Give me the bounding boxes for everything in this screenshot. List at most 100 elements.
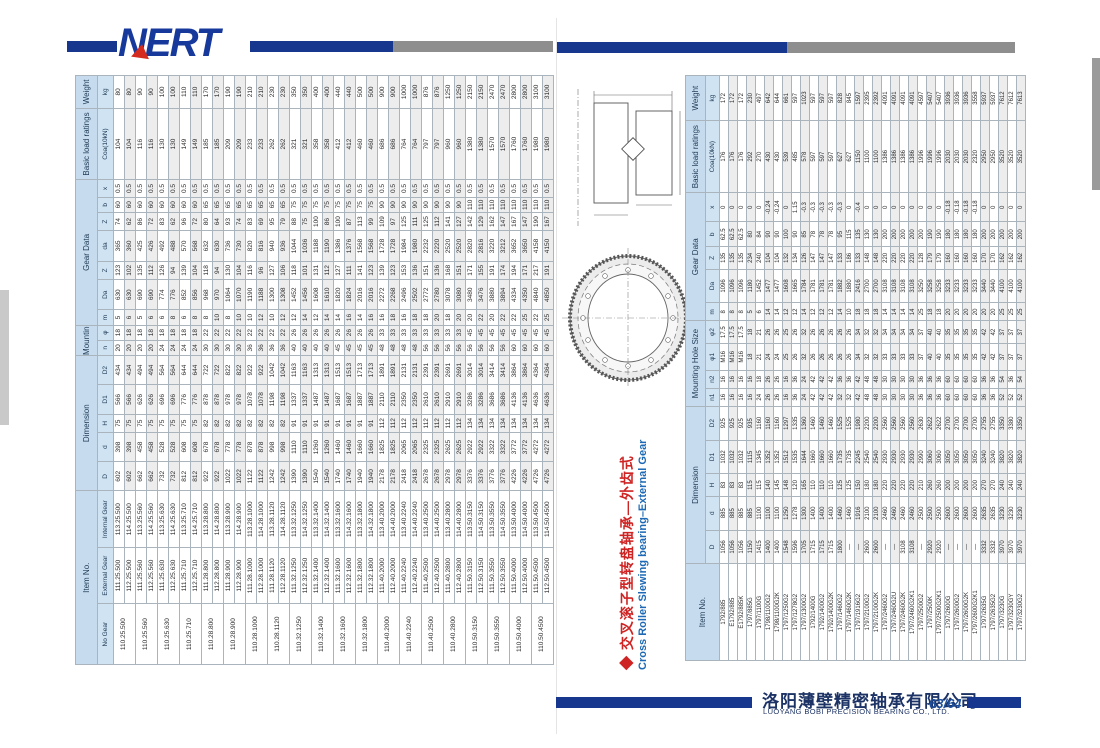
- value-cell: 900: [377, 75, 389, 109]
- value-cell: 14: [764, 302, 774, 321]
- item-no-cell: 114.40.2500: [432, 490, 444, 548]
- value-cell: 0.5: [333, 179, 345, 198]
- value-cell: 3230: [1007, 496, 1017, 531]
- item-no-cell: 112.32.1800: [366, 547, 378, 604]
- company-name-cn: 洛阳薄壁精密轴承有限公司: [762, 692, 978, 711]
- value-cell: 1300: [800, 496, 810, 531]
- item-no-cell: 111.25.500: [113, 547, 125, 604]
- value-cell: 0: [755, 192, 765, 222]
- value-cell: 200: [953, 473, 963, 497]
- value-cell: 162: [1007, 246, 1017, 270]
- value-cell: 925: [737, 406, 747, 441]
- item-no-cell: 114.25.560: [146, 490, 158, 548]
- top-bar-right-gray: [787, 42, 1015, 53]
- column-subheader: b: [97, 197, 114, 213]
- value-cell: 60: [944, 370, 954, 389]
- value-cell: 32: [863, 343, 873, 371]
- value-cell: 26: [773, 320, 783, 344]
- value-cell: 200: [989, 221, 999, 247]
- value-cell: 147: [520, 212, 532, 231]
- value-cell: 0.5: [256, 179, 268, 198]
- value-cell: 597: [818, 75, 828, 121]
- value-cell: 56: [465, 340, 477, 356]
- value-cell: 91: [355, 414, 367, 433]
- value-cell: 2800: [520, 75, 532, 109]
- item-no-cell: 111.50.4000: [509, 547, 521, 604]
- value-cell: 1022: [223, 461, 235, 491]
- value-cell: 1660: [355, 432, 367, 462]
- value-cell: 45: [487, 325, 499, 341]
- value-cell: 1415: [755, 530, 765, 564]
- value-cell: 14: [836, 302, 846, 321]
- value-cell: 3350: [1016, 406, 1026, 441]
- value-cell: 732: [157, 461, 169, 491]
- item-no-cell: 114.32.1400: [322, 490, 334, 548]
- value-cell: 26: [836, 320, 846, 344]
- value-cell: 48: [377, 340, 389, 356]
- value-cell: 3820: [998, 440, 1008, 474]
- value-cell: 497: [755, 75, 765, 121]
- value-cell: 822: [223, 355, 235, 385]
- value-cell: 0.5: [443, 179, 455, 198]
- value-cell: 33: [421, 325, 433, 341]
- column-group-header: Mounting Hole Size: [685, 320, 706, 407]
- value-cell: 690: [135, 279, 147, 310]
- value-cell: 1825: [388, 432, 400, 462]
- item-no-cell: 113.50.3550: [487, 490, 499, 548]
- value-cell: 1460: [836, 496, 846, 531]
- value-cell: 0.5: [300, 179, 312, 198]
- value-cell: 0.5: [179, 179, 191, 198]
- item-no-cell: E1792/885K: [737, 563, 747, 661]
- item-no-cell: 114.25.630: [168, 490, 180, 548]
- column-subheader: Z: [97, 212, 114, 231]
- value-cell: 1390: [300, 461, 312, 491]
- value-cell: 112: [432, 414, 444, 433]
- value-cell: 220: [908, 473, 918, 497]
- value-cell: 56: [432, 340, 444, 356]
- value-cell: 42: [980, 343, 990, 371]
- item-no-cell: 112.28.900: [234, 547, 246, 604]
- value-cell: 36: [256, 340, 268, 356]
- item-no-cell: 110.32.1800: [355, 603, 378, 665]
- value-cell: 130: [168, 108, 180, 180]
- value-cell: 1568: [355, 230, 367, 262]
- value-cell: 1735: [845, 440, 855, 474]
- value-cell: 12: [827, 302, 837, 321]
- value-cell: 20: [980, 302, 990, 321]
- value-cell: 33: [899, 343, 909, 371]
- item-no-cell: 1797/1100G: [755, 563, 765, 661]
- value-cell: 56: [443, 340, 455, 356]
- value-cell: 36: [980, 388, 990, 407]
- value-cell: 1400: [773, 530, 783, 564]
- value-cell: 60: [146, 197, 158, 213]
- value-cell: 45: [355, 340, 367, 356]
- value-cell: 21: [755, 343, 765, 371]
- value-cell: 2325: [432, 432, 444, 462]
- value-cell: 1728: [377, 230, 389, 262]
- table-row: 112.28.1120 114.28.1120 1242 998 82 1198 1042 3…: [278, 75, 290, 665]
- value-cell: 26: [355, 325, 367, 341]
- value-cell: 134: [476, 414, 488, 433]
- value-cell: 36: [845, 370, 855, 389]
- value-cell: 34: [890, 320, 900, 344]
- value-cell: 678: [212, 432, 224, 462]
- value-cell: 32: [800, 320, 810, 344]
- value-cell: 1940: [355, 461, 367, 491]
- value-cell: 608: [179, 432, 191, 462]
- value-cell: 2418: [410, 461, 422, 491]
- value-cell: 1984: [399, 230, 411, 262]
- value-cell: 460: [355, 108, 367, 180]
- value-cell: 24: [157, 340, 169, 356]
- table-row: 1797/3230GY 3970 3230 240 3820 3380 52 36 37 37 25…: [1007, 75, 1017, 661]
- column-subheader: Coa(10kN): [705, 120, 720, 193]
- value-cell: 30: [223, 340, 235, 356]
- value-cell: 0.5: [432, 179, 444, 198]
- footer-bar-left: [556, 697, 752, 708]
- value-cell: 111: [410, 212, 422, 231]
- value-cell: 30: [212, 340, 224, 356]
- value-cell: 12: [311, 309, 323, 326]
- value-cell: 65: [278, 197, 290, 213]
- value-cell: 2520: [454, 230, 466, 262]
- value-cell: 16: [737, 370, 747, 389]
